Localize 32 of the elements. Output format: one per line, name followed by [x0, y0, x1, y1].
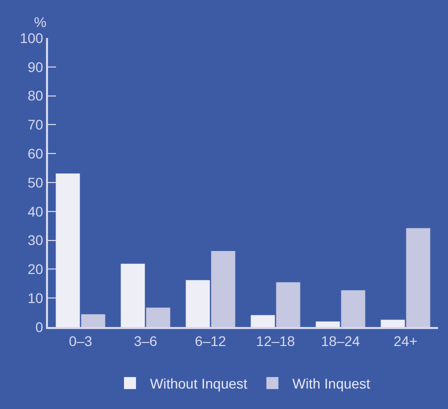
- legend-label: With Inquest: [292, 376, 370, 392]
- legend-label: Without Inquest: [150, 376, 248, 392]
- bar: [276, 282, 300, 327]
- bar: [406, 228, 430, 327]
- y-tick-label: 20: [28, 261, 44, 278]
- bar: [120, 264, 145, 327]
- bar: [186, 280, 210, 327]
- x-tick-label: 3–6: [134, 332, 158, 349]
- bar: [316, 322, 340, 327]
- bar: [380, 320, 405, 327]
- y-tick-label: 10: [28, 290, 44, 306]
- y-axis-title: %: [34, 14, 46, 30]
- y-tick-label: 50: [28, 174, 44, 190]
- y-tick-label: 40: [28, 203, 44, 220]
- bar: [250, 315, 275, 327]
- x-tick-label: 18–24: [321, 332, 360, 349]
- y-tick-label: 100: [20, 30, 44, 46]
- bar: [146, 308, 170, 327]
- y-tick-label: 80: [28, 88, 44, 104]
- x-tick-label: 6–12: [194, 332, 226, 349]
- x-tick-label: 0–3: [68, 332, 92, 349]
- x-tick-label: 12–18: [256, 332, 296, 349]
- y-tick-label: 90: [28, 58, 44, 75]
- y-tick-label: 60: [28, 146, 44, 162]
- y-tick-label: 70: [28, 116, 44, 133]
- y-tick-label: 0: [35, 318, 44, 335]
- bar: [81, 314, 106, 327]
- bar: [341, 290, 366, 327]
- bar: [211, 250, 236, 327]
- bar: [56, 174, 80, 327]
- x-tick-label: 24+: [394, 332, 418, 349]
- y-tick-label: 30: [28, 232, 44, 248]
